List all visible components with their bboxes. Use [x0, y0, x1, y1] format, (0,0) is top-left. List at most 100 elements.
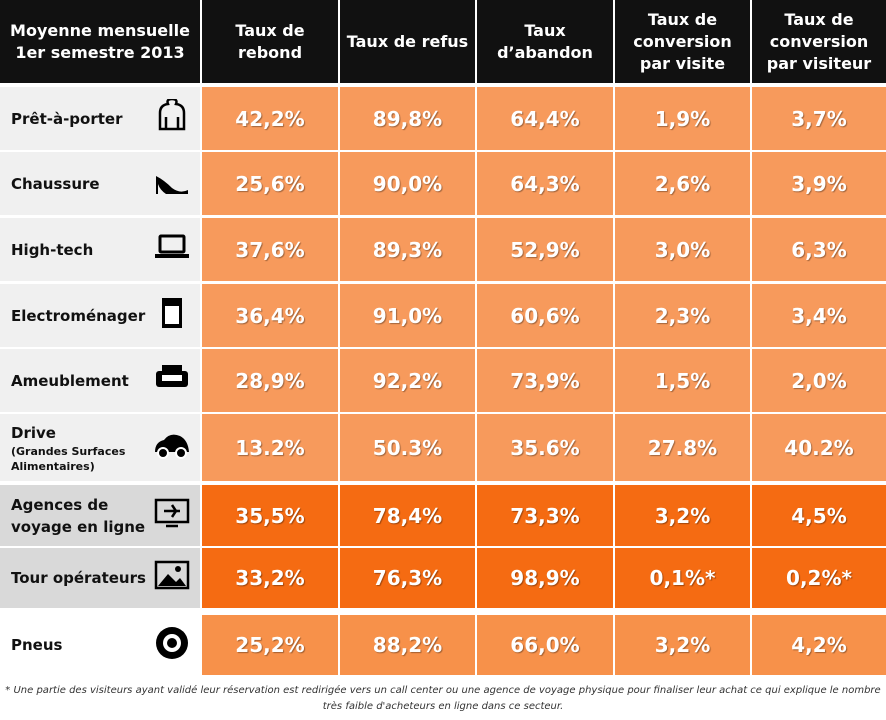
- row-icon: [154, 558, 190, 598]
- icon: [154, 560, 190, 590]
- value-cell: 88,2%: [340, 615, 475, 675]
- icon: [155, 234, 189, 258]
- value-cell: 6,3%: [752, 218, 886, 281]
- label-line: Chaussure: [11, 174, 100, 193]
- label-line: voyage en ligne: [11, 517, 146, 536]
- column-header: Taux de rebond: [202, 0, 338, 83]
- header-line: d’abandon: [497, 42, 593, 62]
- header-line: conversion: [769, 31, 869, 51]
- sublabel-line: (Grandes Surfaces: [11, 444, 126, 458]
- row-label: Electroménager: [0, 284, 200, 347]
- label-line: High-tech: [11, 240, 94, 259]
- row-icon: [154, 625, 190, 665]
- label-line: Ameublement: [11, 371, 129, 390]
- value-cell: 1,5%: [615, 349, 750, 412]
- value-cell: 73,9%: [477, 349, 613, 412]
- footnote: * Une partie des visiteurs ayant validé …: [0, 683, 886, 715]
- value-cell: 13.2%: [202, 414, 338, 481]
- row-icon: [154, 428, 190, 468]
- icon: [156, 627, 188, 659]
- value-cell: 91,0%: [340, 284, 475, 347]
- value-cell: 40.2%: [752, 414, 886, 481]
- row-label: Drive (Grandes Surfaces Alimentaires): [0, 414, 200, 481]
- footnote-line: très faible d'acheteurs en ligne dans ce…: [322, 701, 564, 712]
- value-cell: 73,3%: [477, 485, 613, 546]
- header-line: conversion: [633, 31, 732, 51]
- row-icon: [154, 296, 190, 336]
- icon: [154, 498, 190, 527]
- icon: [155, 434, 189, 459]
- value-cell: 25,6%: [202, 152, 338, 215]
- value-cell: 37,6%: [202, 218, 338, 281]
- header-line: Taux de: [235, 20, 305, 40]
- value-cell: 36,4%: [202, 284, 338, 347]
- value-cell: 27.8%: [615, 414, 750, 481]
- value-cell: 1,9%: [615, 87, 750, 150]
- column-header: Taux d’abandon: [477, 0, 613, 83]
- label-line: Electroménager: [11, 306, 146, 325]
- row-label: Tour opérateurs: [0, 548, 200, 608]
- row-icon: [154, 230, 190, 270]
- value-cell: 3,4%: [752, 284, 886, 347]
- value-cell: 3,7%: [752, 87, 886, 150]
- header-line: Taux de refus: [346, 31, 469, 51]
- value-cell: 64,3%: [477, 152, 613, 215]
- value-cell: 33,2%: [202, 548, 338, 608]
- value-cell: 4,5%: [752, 485, 886, 546]
- row-label: High-tech: [0, 218, 200, 281]
- corner-line: Moyenne mensuelle: [10, 20, 190, 40]
- label-line: Tour opérateurs: [11, 569, 146, 587]
- value-cell: 90,0%: [340, 152, 475, 215]
- row-icon: [154, 496, 190, 536]
- value-cell: 35,5%: [202, 485, 338, 546]
- value-cell: 66,0%: [477, 615, 613, 675]
- value-cell: 78,4%: [340, 485, 475, 546]
- value-cell: 2,3%: [615, 284, 750, 347]
- value-cell: 64,4%: [477, 87, 613, 150]
- value-cell: 42,2%: [202, 87, 338, 150]
- value-cell: 2,6%: [615, 152, 750, 215]
- icon: [156, 364, 188, 387]
- value-cell: 89,8%: [340, 87, 475, 150]
- sublabel-line: Alimentaires): [11, 459, 95, 473]
- value-cell: 60,6%: [477, 284, 613, 347]
- value-cell: 4,2%: [752, 615, 886, 675]
- label-line: Agences de: [11, 495, 109, 514]
- value-cell: 50.3%: [340, 414, 475, 481]
- value-cell: 89,3%: [340, 218, 475, 281]
- column-header: Taux de refus: [340, 0, 475, 83]
- header-line: Taux de: [784, 9, 854, 29]
- label-line: Prêt-à-porter: [11, 109, 123, 128]
- value-cell: 98,9%: [477, 548, 613, 608]
- icon: [158, 97, 186, 130]
- value-cell: 28,9%: [202, 349, 338, 412]
- row-icon: [154, 361, 190, 401]
- row-icon: [154, 164, 190, 204]
- value-cell: 92,2%: [340, 349, 475, 412]
- header-line: Taux de: [647, 9, 718, 29]
- row-label: Agences de voyage en ligne: [0, 485, 200, 546]
- row-label: Pneus: [0, 615, 200, 675]
- header-line: Taux: [524, 20, 566, 40]
- value-cell: 0,1%*: [615, 548, 750, 608]
- icon: [162, 297, 182, 328]
- header-line: par visite: [639, 53, 726, 73]
- label-line: Pneus: [11, 636, 63, 654]
- value-cell: 35.6%: [477, 414, 613, 481]
- value-cell: 3,0%: [615, 218, 750, 281]
- header-line: par visiteur: [766, 53, 872, 73]
- value-cell: 52,9%: [477, 218, 613, 281]
- row-label: Chaussure: [0, 152, 200, 215]
- corner-line: 1er semestre 2013: [15, 42, 185, 62]
- footnote-line: * Une partie des visiteurs ayant validé …: [5, 685, 881, 696]
- value-cell: 76,3%: [340, 548, 475, 608]
- row-icon: [154, 97, 190, 139]
- value-cell: 25,2%: [202, 615, 338, 675]
- value-cell: 2,0%: [752, 349, 886, 412]
- value-cell: 0,2%*: [752, 548, 886, 608]
- label-line: Drive: [11, 423, 56, 442]
- corner-header: Moyenne mensuelle 1er semestre 2013: [0, 0, 200, 83]
- column-header: Taux de conversion par visiteur: [752, 0, 886, 83]
- column-header: Taux de conversion par visite: [615, 0, 750, 83]
